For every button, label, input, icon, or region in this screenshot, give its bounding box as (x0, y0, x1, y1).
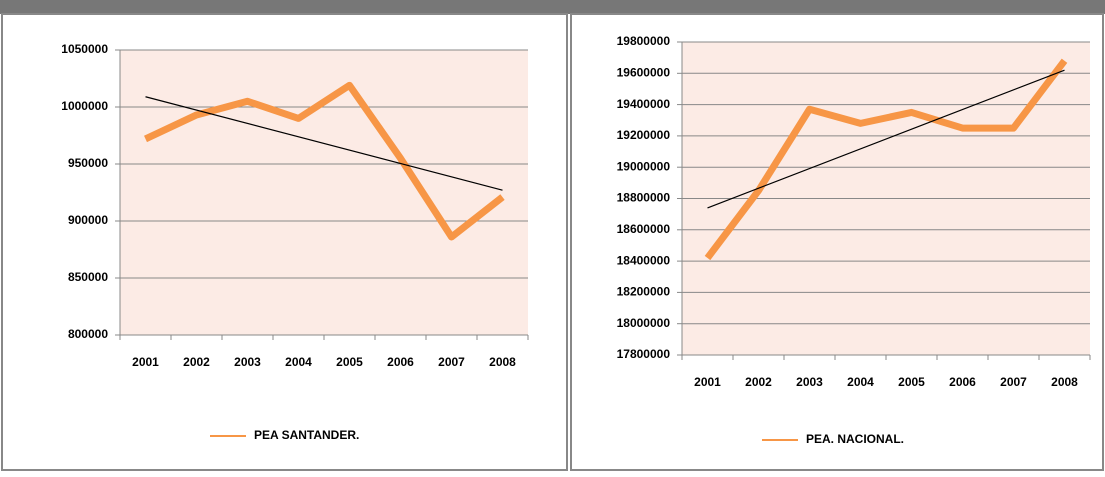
y-tick-label: 18800000 (617, 191, 671, 205)
x-tick-label: 2002 (745, 375, 772, 389)
x-tick-label: 2004 (285, 355, 312, 369)
y-tick-label: 900000 (68, 213, 108, 227)
panel-frame (570, 13, 1104, 471)
y-tick-label: 17800000 (617, 347, 671, 361)
x-tick-label: 2006 (387, 355, 414, 369)
x-tick-label: 2005 (336, 355, 363, 369)
y-tick-label: 19200000 (617, 128, 671, 142)
x-tick-label: 2007 (438, 355, 465, 369)
x-tick-label: 2008 (1051, 375, 1078, 389)
y-tick-label: 18200000 (617, 285, 671, 299)
legend-label: PEA. NACIONAL. (806, 432, 904, 446)
x-tick-label: 2006 (949, 375, 976, 389)
y-tick-label: 950000 (68, 156, 108, 170)
y-tick-label: 850000 (68, 270, 108, 284)
x-tick-label: 2002 (183, 355, 210, 369)
y-tick-label: 19800000 (617, 34, 671, 48)
trend-line (707, 69, 1065, 209)
y-tick-label: 18600000 (617, 222, 671, 236)
x-tick-label: 2003 (234, 355, 261, 369)
y-tick-label: 1000000 (61, 99, 108, 113)
plot-area (120, 50, 528, 335)
top-bar (0, 0, 1105, 14)
y-tick-label: 18000000 (617, 316, 671, 330)
y-tick-label: 800000 (68, 327, 108, 341)
x-tick-label: 2003 (796, 375, 823, 389)
y-tick-label: 19600000 (617, 65, 671, 79)
y-tick-label: 1050000 (61, 42, 108, 56)
x-tick-label: 2005 (898, 375, 925, 389)
panel-frame (1, 13, 568, 471)
y-tick-label: 19000000 (617, 159, 671, 173)
x-tick-label: 2001 (132, 355, 159, 369)
legend-label: PEA SANTANDER. (254, 428, 359, 442)
y-tick-label: 19400000 (617, 97, 671, 111)
x-tick-label: 2008 (489, 355, 516, 369)
trend-line (145, 96, 503, 191)
data-line (704, 58, 1068, 261)
x-tick-label: 2007 (1000, 375, 1027, 389)
x-tick-label: 2001 (694, 375, 721, 389)
y-tick-label: 18400000 (617, 253, 671, 267)
x-tick-label: 2004 (847, 375, 874, 389)
